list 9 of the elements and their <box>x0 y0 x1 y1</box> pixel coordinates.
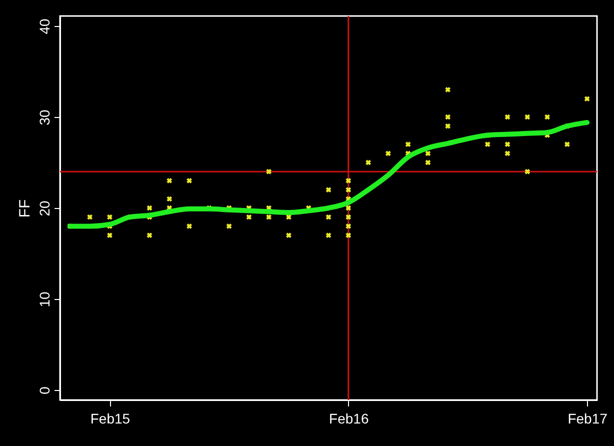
y-axis-title: FF <box>16 199 34 218</box>
y-tick-label: 30 <box>36 110 52 126</box>
y-tick-label: 20 <box>36 200 52 216</box>
y-tick-label: 10 <box>36 292 52 308</box>
y-tick-label: 40 <box>36 18 52 34</box>
x-tick-label: Feb16 <box>329 410 369 426</box>
x-tick-label: Feb17 <box>568 410 608 426</box>
x-tick-label: Feb15 <box>90 410 130 426</box>
y-tick-label: 0 <box>36 386 52 394</box>
